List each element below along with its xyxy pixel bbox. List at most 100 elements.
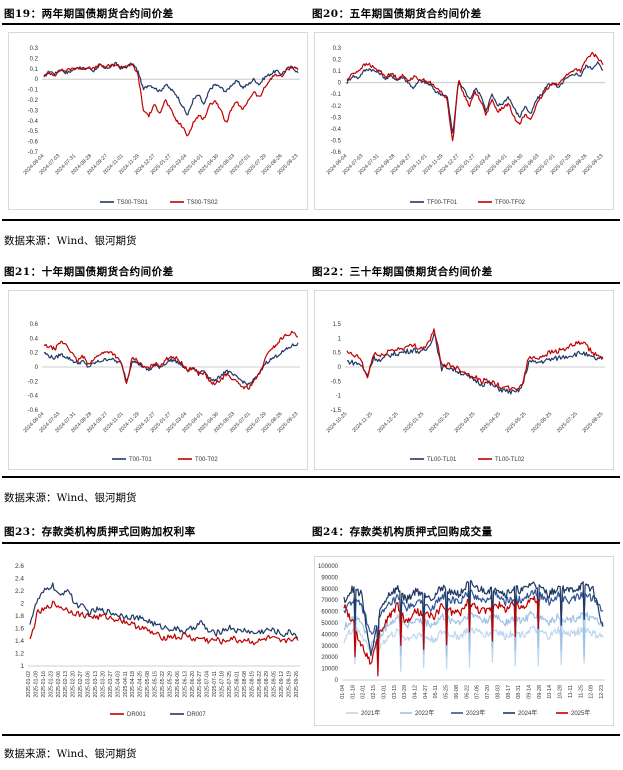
y-tick-label: 50000 (321, 621, 338, 627)
chart-frame-fig20 (314, 32, 614, 210)
x-tick-label: 07-06 (475, 685, 481, 699)
y-tick-label: -0.6 (28, 408, 39, 414)
legend-label: TS00-TS02 (187, 200, 218, 206)
y-tick-label: -0.2 (28, 379, 39, 385)
y-tick-label: -0.3 (28, 108, 39, 114)
y-tick-label: -0.4 (331, 127, 342, 133)
fig24-title: 图24：存款类机构质押式回购成交量 (312, 526, 493, 538)
x-tick-label: 03-01 (381, 685, 387, 699)
source-note: 数据来源：Wind、银河期货 (4, 492, 137, 504)
x-tick-label: 12-23 (599, 685, 605, 699)
legend-label: TS00-TS01 (117, 200, 148, 206)
y-tick-label: 0.2 (30, 56, 39, 62)
series-line-2024年 (343, 580, 604, 657)
x-tick-label: 2025-06-20 (190, 671, 196, 698)
x-tick-label: 2025-08-29 (264, 671, 270, 698)
x-tick-label: 03-15 (392, 685, 398, 699)
x-tick-label: 2025-09-26 (294, 671, 300, 698)
y-tick-label: 0 (338, 81, 342, 87)
y-tick-label: -0.7 (28, 150, 39, 156)
x-tick-label: 2025-06-25 (530, 411, 553, 434)
series-line-TL00-TL01 (346, 333, 604, 395)
fig24-chart: 1000009000080000700006000050000400003000… (318, 564, 605, 717)
series-line-TF00-TF01 (346, 61, 604, 134)
x-tick-label: 02-15 (371, 685, 377, 699)
x-tick-label: 2025-08-25 (581, 411, 604, 434)
fig21-title: 图21：十年期国债期货合约间价差 (4, 266, 174, 278)
y-tick-label: 0 (338, 365, 342, 371)
y-tick-label: 0.1 (333, 69, 342, 75)
y-tick-label: -0.5 (331, 379, 342, 385)
x-tick-label: 08-31 (516, 685, 522, 699)
x-tick-label: 2025-09-05 (272, 671, 278, 698)
series-line-TF00-TF02 (346, 51, 604, 142)
x-tick-label: 2025-08-15 (249, 671, 255, 698)
x-tick-label: 2025-08-01 (234, 671, 240, 698)
x-tick-label: 2025-07-25 (556, 411, 579, 434)
series-line-T00-T02 (43, 330, 299, 390)
x-tick-label: 2025-05-22 (160, 671, 166, 698)
x-tick-label: 2025-04-18 (130, 671, 136, 698)
legend-label: TF00-TF01 (427, 200, 458, 206)
chart-frame-fig19 (8, 32, 308, 210)
y-tick-label: 0.2 (333, 58, 342, 64)
section-rule (2, 282, 620, 284)
fig19-title: 图19：两年期国债期货合约间价差 (4, 8, 174, 20)
y-tick-label: 2.2 (15, 588, 24, 595)
y-tick-label: -1.5 (331, 408, 342, 414)
x-tick-label: 10-14 (547, 685, 553, 699)
fig21-chart: 0.60.40.20-0.2-0.4-0.62024-06-042024-07-… (22, 322, 300, 463)
legend-label: TL00-TL02 (495, 457, 525, 463)
legend-label: 2022年 (415, 709, 434, 717)
y-tick-label: 80000 (321, 587, 338, 593)
series-line-TS00-TS01 (43, 61, 299, 116)
y-tick-label: 1.4 (15, 638, 24, 645)
series-line-DR001 (29, 600, 299, 646)
fig20-chart: 0.30.20.10-0.1-0.2-0.3-0.4-0.5-0.62024-0… (325, 46, 605, 206)
x-tick-label: 02-01 (361, 685, 367, 699)
x-tick-label: 04-12 (413, 685, 419, 699)
x-tick-label: 2025-04-11 (123, 671, 129, 697)
legend-label: 2025年 (571, 709, 590, 717)
section-rule (2, 734, 620, 736)
fig20-title: 图20：五年期国债期货合约间价差 (312, 8, 482, 20)
legend-label: T00-T02 (195, 457, 218, 463)
source-note: 数据来源：Wind、银河期货 (4, 235, 137, 247)
series-line-T00-T01 (43, 342, 299, 387)
legend-label: TL00-TL01 (427, 457, 457, 463)
series-line-TS00-TS02 (43, 62, 299, 137)
y-tick-label: 1.6 (15, 626, 24, 633)
x-tick-label: 09-14 (526, 685, 532, 699)
x-tick-label: 01-18 (350, 685, 356, 699)
x-tick-label: 2025-06-06 (175, 671, 181, 698)
x-tick-label: 06-08 (454, 685, 460, 699)
x-tick-label: 2025-06-13 (182, 671, 188, 698)
x-tick-label: 09-28 (537, 685, 543, 699)
x-tick-label: 11-25 (578, 685, 584, 698)
y-tick-label: -0.5 (331, 138, 342, 144)
legend-label: 2024年 (518, 709, 537, 717)
y-tick-label: 1 (20, 663, 24, 670)
x-tick-label: 2025-01-25 (402, 411, 425, 434)
x-tick-label: 07-20 (485, 685, 491, 699)
y-tick-label: 2 (20, 601, 24, 608)
y-tick-label: 0.1 (30, 67, 39, 73)
x-tick-label: 2025-04-25 (479, 411, 502, 434)
x-tick-label: 2025-07-11 (212, 671, 218, 697)
y-tick-label: 0 (335, 678, 339, 684)
y-tick-label: -0.5 (28, 129, 39, 135)
x-tick-label: 2025-01-09 (33, 671, 39, 698)
chart-frame-fig22 (314, 290, 614, 470)
x-tick-label: 08-03 (495, 685, 501, 699)
section-rule (2, 23, 620, 25)
y-tick-label: 0 (35, 77, 39, 83)
legend-label: T00-T01 (129, 457, 152, 463)
y-tick-label: -0.4 (28, 394, 39, 400)
x-tick-label: 2025-04-25 (138, 671, 144, 698)
x-tick-label: 2025-02-25 (428, 411, 451, 434)
y-tick-label: 0.3 (30, 46, 39, 52)
x-tick-label: 2025-04-03 (115, 671, 121, 698)
y-tick-label: 2.4 (15, 576, 24, 583)
y-tick-label: 60000 (321, 610, 338, 616)
